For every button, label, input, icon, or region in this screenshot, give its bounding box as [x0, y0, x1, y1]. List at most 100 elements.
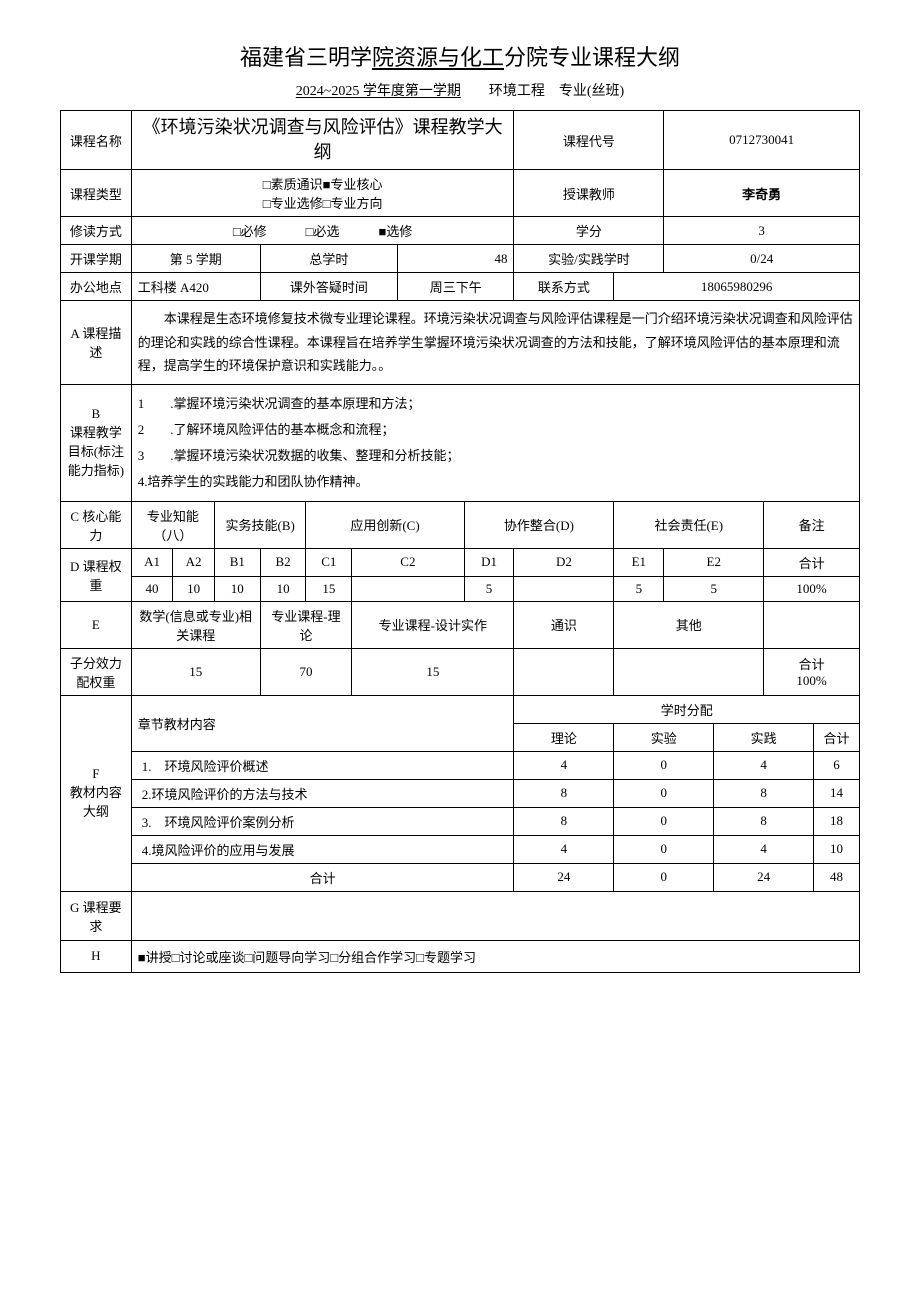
ch3-theory: 8 — [514, 807, 614, 835]
e-v2: 70 — [260, 648, 352, 695]
section-b-label: B 课程教学目标(标注能力指标) — [61, 384, 132, 501]
e-total: 合计 100% — [764, 648, 860, 695]
section-h-label: H — [61, 940, 132, 972]
d-v5: 15 — [306, 576, 352, 601]
d-c3: B1 — [214, 548, 260, 576]
d-v2: 10 — [173, 576, 215, 601]
credit-label: 学分 — [514, 217, 664, 245]
subtitle-class: 专业(丝班) — [559, 84, 624, 99]
ch1-theory: 4 — [514, 751, 614, 779]
practice-hours: 0/24 — [664, 245, 860, 273]
course-name-label: 课程名称 — [61, 111, 132, 170]
row-chapter-4: 4.境风险评价的应用与发展 4 0 4 10 — [61, 835, 860, 863]
row-section-g: G 课程要求 — [61, 891, 860, 940]
d-c10: E2 — [664, 548, 764, 576]
section-e-sublabel: 子分效力配权重 — [61, 648, 132, 695]
e-v1: 15 — [131, 648, 260, 695]
ch4-exp: 0 — [614, 835, 714, 863]
goal-1: 1 .掌握环境污染状况调查的基本原理和方法； — [138, 391, 853, 417]
d-c9: E1 — [614, 548, 664, 576]
d-c4: B2 — [260, 548, 306, 576]
section-h-text: ■讲授□讨论或座谈□问题导向学习□分组合作学习□专题学习 — [131, 940, 859, 972]
f-col-total: 合计 — [814, 723, 860, 751]
d-v9: 5 — [614, 576, 664, 601]
course-type-line2: □专业选修□专业方向 — [138, 193, 508, 212]
subtitle-major: 环境工程 — [489, 84, 545, 99]
d-c7: D1 — [464, 548, 514, 576]
ch2-total: 14 — [814, 779, 860, 807]
d-v11: 100% — [764, 576, 860, 601]
qa-time-label: 课外答疑时间 — [260, 273, 397, 301]
row-semester: 开课学期 第 5 学期 总学时 48 实验/实践学时 0/24 — [61, 245, 860, 273]
row-section-a: A 课程描述 本课程是生态环境修复技术微专业理论课程。环境污染状况调查与风险评估… — [61, 301, 860, 384]
page-title: 福建省三明学院资源与化工分院专业课程大纲 — [60, 40, 860, 72]
section-a-text: 本课程是生态环境修复技术微专业理论课程。环境污染状况调查与风险评估课程是一门介绍… — [131, 301, 859, 384]
row-office: 办公地点 工科楼 A420 课外答疑时间 周三下午 联系方式 180659802… — [61, 273, 860, 301]
ch2-exp: 0 — [614, 779, 714, 807]
f-col-practice: 实践 — [714, 723, 814, 751]
teacher: 李奇勇 — [664, 170, 860, 217]
d-c5: C1 — [306, 548, 352, 576]
section-g-text — [131, 891, 859, 940]
d-c6: C2 — [352, 548, 464, 576]
semester-label: 开课学期 — [61, 245, 132, 273]
credit: 3 — [664, 217, 860, 245]
d-v8 — [514, 576, 614, 601]
course-type-label: 课程类型 — [61, 170, 132, 217]
goal-2: 2 .了解环境风险评估的基本概念和流程； — [138, 417, 853, 443]
syllabus-table: 课程名称 《环境污染状况调查与风险评估》课程教学大纲 课程代号 07127300… — [60, 110, 860, 973]
section-g-label: G 课程要求 — [61, 891, 132, 940]
c-h6: 备注 — [764, 501, 860, 548]
total-hours: 48 — [397, 245, 514, 273]
course-name: 《环境污染状况调查与风险评估》课程教学大纲 — [131, 111, 514, 170]
row-chapter-sum: 合计 24 0 24 48 — [61, 863, 860, 891]
goal-4: 4.培养学生的实践能力和团队协作精神。 — [138, 469, 853, 495]
f-dist-label: 学时分配 — [514, 695, 860, 723]
d-v3: 10 — [214, 576, 260, 601]
f-sum-total: 48 — [814, 863, 860, 891]
row-section-e-header: E 数学(信息或专业)相关课程 专业课程-理论 专业课程-设计实作 通识 其他 — [61, 601, 860, 648]
d-v4: 10 — [260, 576, 306, 601]
ch3-total: 18 — [814, 807, 860, 835]
ch1-exp: 0 — [614, 751, 714, 779]
row-section-b: B 课程教学目标(标注能力指标) 1 .掌握环境污染状况调查的基本原理和方法； … — [61, 384, 860, 501]
d-v6 — [352, 576, 464, 601]
course-type-line1: □素质通识■专业核心 — [138, 174, 508, 193]
e-v3: 15 — [352, 648, 514, 695]
ch2-practice: 8 — [714, 779, 814, 807]
row-section-e-values: 子分效力配权重 15 70 15 合计 100% — [61, 648, 860, 695]
c-h2: 实务技能(B) — [214, 501, 306, 548]
row-chapter-2: 2.环境风险评价的方法与技术 8 0 8 14 — [61, 779, 860, 807]
qa-time: 周三下午 — [397, 273, 514, 301]
e-h2: 专业课程-理论 — [260, 601, 352, 648]
c-h3: 应用创新(C) — [306, 501, 464, 548]
ch1-total: 6 — [814, 751, 860, 779]
ch4-practice: 4 — [714, 835, 814, 863]
e-v4 — [514, 648, 614, 695]
d-v10: 5 — [664, 576, 764, 601]
section-d-label: D 课程权重 — [61, 548, 132, 601]
e-v5 — [614, 648, 764, 695]
c-h1: 专业知能（八） — [131, 501, 214, 548]
d-v7: 5 — [464, 576, 514, 601]
d-c1: A1 — [131, 548, 173, 576]
row-course-type: 课程类型 □素质通识■专业核心 □专业选修□专业方向 授课教师 李奇勇 — [61, 170, 860, 217]
f-content-label: 章节教材内容 — [131, 695, 514, 751]
subtitle-year: 2024~2025 学年度第一学期 — [296, 84, 461, 99]
c-h4: 协作整合(D) — [464, 501, 614, 548]
f-sum-label: 合计 — [131, 863, 514, 891]
ch2-theory: 8 — [514, 779, 614, 807]
d-c8: D2 — [514, 548, 614, 576]
title-suffix: 分院专业课程大纲 — [504, 45, 680, 70]
title-underline: 院资源与化工 — [372, 45, 504, 70]
ch3-exp: 0 — [614, 807, 714, 835]
e-blank — [764, 601, 860, 648]
row-section-d-values: 40 10 10 10 15 5 5 5 100% — [61, 576, 860, 601]
office: 工科楼 A420 — [131, 273, 260, 301]
semester: 第 5 学期 — [131, 245, 260, 273]
teacher-label: 授课教师 — [514, 170, 664, 217]
practice-hours-label: 实验/实践学时 — [514, 245, 664, 273]
section-b-goals: 1 .掌握环境污染状况调查的基本原理和方法； 2 .了解环境风险评估的基本概念和… — [131, 384, 859, 501]
section-c-label: C 核心能力 — [61, 501, 132, 548]
ch2-name: 2.环境风险评价的方法与技术 — [131, 779, 514, 807]
